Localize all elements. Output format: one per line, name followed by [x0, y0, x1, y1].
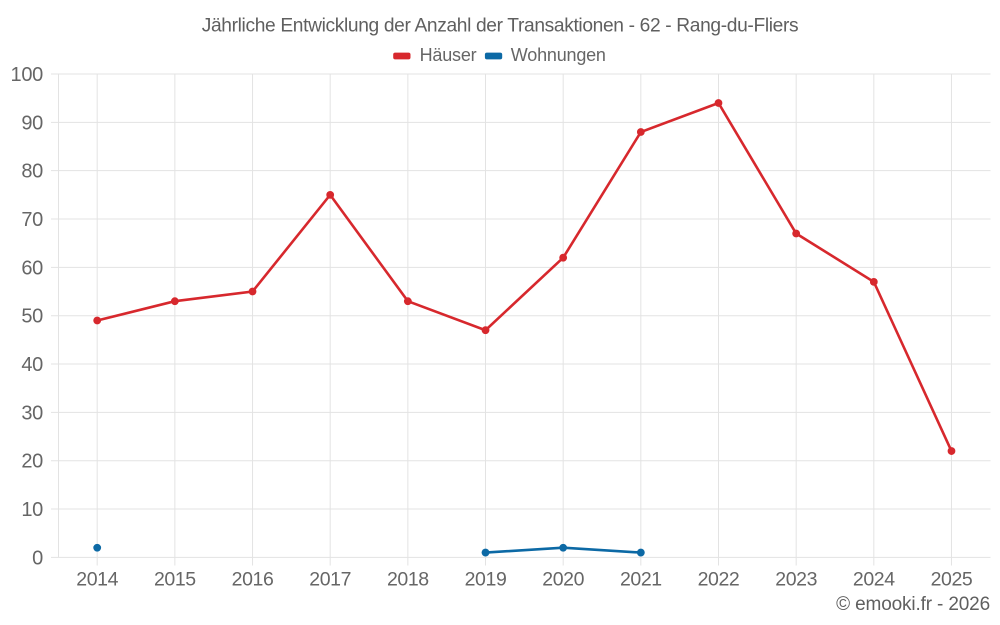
svg-text:2024: 2024 — [853, 569, 895, 591]
svg-text:70: 70 — [21, 209, 43, 231]
svg-text:80: 80 — [21, 161, 43, 183]
svg-text:© emooki.fr - 2026: © emooki.fr - 2026 — [836, 594, 990, 615]
svg-text:10: 10 — [21, 499, 43, 521]
svg-text:60: 60 — [21, 257, 43, 279]
svg-text:2018: 2018 — [387, 569, 429, 591]
svg-text:40: 40 — [21, 354, 43, 376]
svg-text:2023: 2023 — [775, 569, 817, 591]
svg-text:2017: 2017 — [309, 569, 351, 591]
svg-text:90: 90 — [21, 112, 43, 134]
svg-text:2014: 2014 — [76, 569, 118, 591]
svg-text:2020: 2020 — [542, 569, 584, 591]
svg-text:2016: 2016 — [232, 569, 274, 591]
svg-text:2022: 2022 — [698, 569, 740, 591]
svg-text:2019: 2019 — [465, 569, 507, 591]
svg-text:Häuser: Häuser — [420, 45, 477, 65]
svg-text:20: 20 — [21, 451, 43, 473]
svg-text:Wohnungen: Wohnungen — [511, 45, 606, 65]
svg-text:30: 30 — [21, 402, 43, 424]
svg-text:50: 50 — [21, 306, 43, 328]
svg-text:2025: 2025 — [931, 569, 973, 591]
svg-text:0: 0 — [32, 547, 43, 569]
svg-text:Jährliche Entwicklung der Anza: Jährliche Entwicklung der Anzahl der Tra… — [202, 15, 799, 36]
svg-text:2015: 2015 — [154, 569, 196, 591]
svg-text:2021: 2021 — [620, 569, 662, 591]
svg-text:100: 100 — [11, 64, 44, 86]
